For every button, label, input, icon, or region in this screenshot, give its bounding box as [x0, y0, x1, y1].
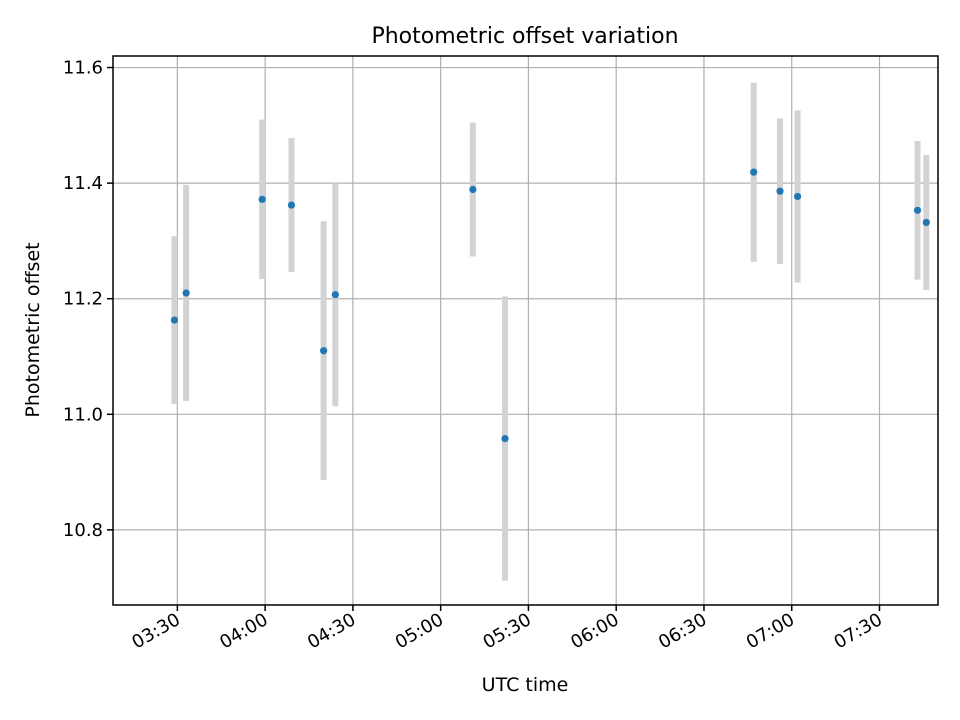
- x-axis-label: UTC time: [482, 674, 569, 696]
- x-tick-label: 05:30: [480, 609, 535, 653]
- x-axis-ticks: 03:30 04:00 04:30 05:00 05:30 06:00 06:30 07:00…: [128, 605, 886, 653]
- data-point: [182, 289, 190, 297]
- y-tick-label: 11.6: [63, 58, 103, 79]
- data-points: [170, 168, 930, 443]
- data-point: [913, 206, 922, 214]
- data-point: [750, 168, 758, 176]
- data-point: [469, 185, 477, 194]
- error-bars: [171, 82, 930, 581]
- x-tick-label: 04:30: [304, 609, 359, 653]
- x-tick-label: 07:30: [831, 609, 886, 653]
- data-point: [170, 316, 179, 324]
- y-axis-label: Photometric offset: [22, 242, 44, 417]
- x-tick-label: 04:00: [216, 609, 271, 653]
- grid: [113, 56, 938, 605]
- data-point: [922, 218, 930, 227]
- y-axis-ticks: 10.8 11.0 11.2 11.4 11.6: [63, 58, 113, 541]
- x-tick-label: 03:30: [128, 609, 183, 653]
- data-point: [320, 347, 328, 355]
- data-point: [793, 192, 802, 201]
- data-point: [331, 291, 339, 299]
- x-tick-label: 05:00: [392, 609, 447, 653]
- data-point: [287, 201, 296, 209]
- plot-frame: [112, 55, 939, 606]
- data-point: [258, 195, 266, 203]
- x-tick-label: 06:00: [567, 609, 622, 653]
- y-tick-label: 11.0: [63, 404, 103, 425]
- data-point: [501, 434, 509, 443]
- chart-title: Photometric offset variation: [371, 24, 678, 49]
- y-tick-label: 11.2: [63, 289, 103, 310]
- data-point: [776, 187, 784, 195]
- y-tick-label: 10.8: [63, 520, 103, 541]
- x-tick-label: 06:30: [655, 609, 710, 653]
- x-tick-label: 07:00: [743, 609, 798, 653]
- y-tick-label: 11.4: [63, 173, 103, 194]
